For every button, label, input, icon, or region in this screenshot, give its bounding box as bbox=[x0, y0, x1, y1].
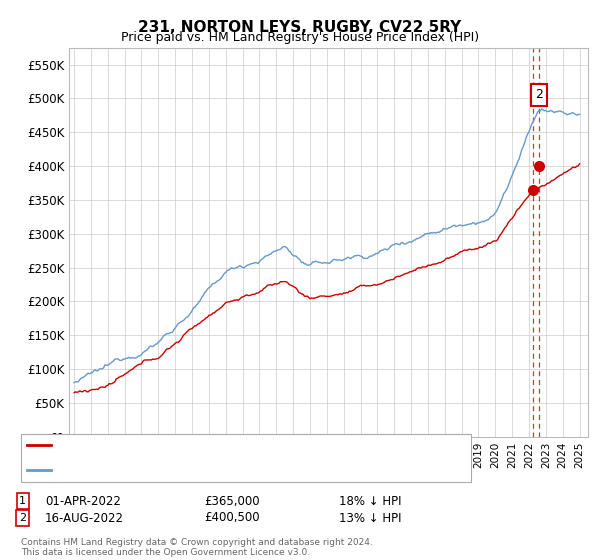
Text: 13% ↓ HPI: 13% ↓ HPI bbox=[339, 511, 401, 525]
Text: 231, NORTON LEYS, RUGBY, CV22 5RY: 231, NORTON LEYS, RUGBY, CV22 5RY bbox=[139, 20, 461, 35]
Text: 2: 2 bbox=[19, 513, 26, 523]
Text: Contains HM Land Registry data © Crown copyright and database right 2024.
This d: Contains HM Land Registry data © Crown c… bbox=[21, 538, 373, 557]
Text: 1: 1 bbox=[19, 496, 26, 506]
Text: 231, NORTON LEYS, RUGBY, CV22 5RY (detached house): 231, NORTON LEYS, RUGBY, CV22 5RY (detac… bbox=[54, 440, 369, 450]
Text: 16-AUG-2022: 16-AUG-2022 bbox=[45, 511, 124, 525]
Text: 18% ↓ HPI: 18% ↓ HPI bbox=[339, 494, 401, 508]
Text: Price paid vs. HM Land Registry's House Price Index (HPI): Price paid vs. HM Land Registry's House … bbox=[121, 31, 479, 44]
Text: 01-APR-2022: 01-APR-2022 bbox=[45, 494, 121, 508]
Text: HPI: Average price, detached house, Rugby: HPI: Average price, detached house, Rugb… bbox=[54, 465, 296, 475]
Text: £400,500: £400,500 bbox=[204, 511, 260, 525]
Text: £365,000: £365,000 bbox=[204, 494, 260, 508]
Text: 2: 2 bbox=[535, 88, 543, 101]
